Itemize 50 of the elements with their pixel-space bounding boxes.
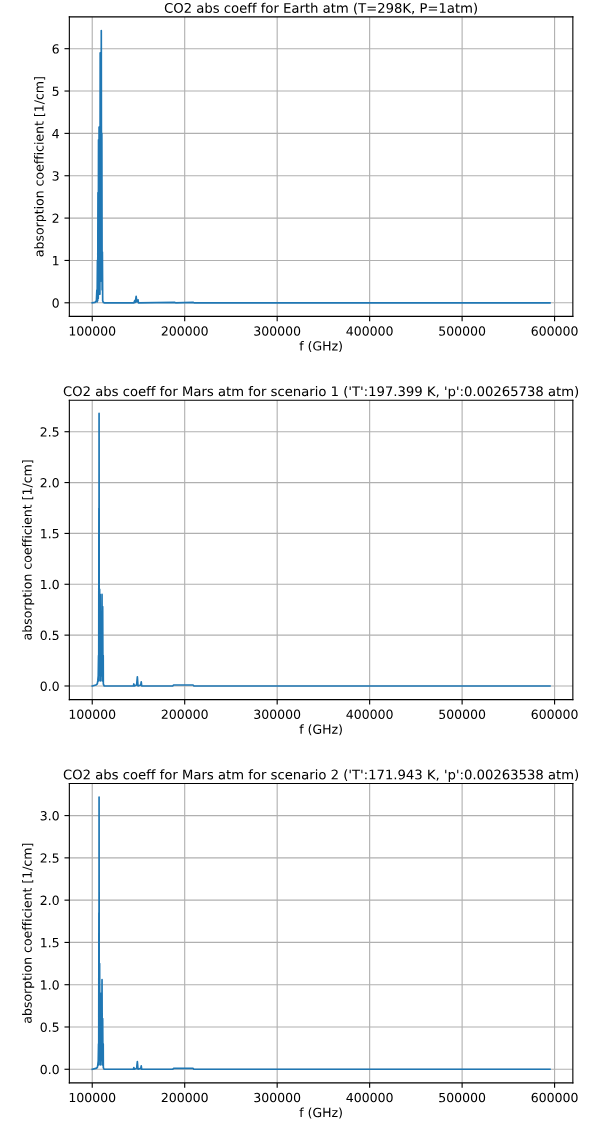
y-tick-label: 1.5 <box>41 938 59 948</box>
x-tick-label: 200000 <box>161 1092 208 1103</box>
chart-title: CO2 abs coeff for Mars atm for scenario 1 ('T':197.399 K, 'p':0.00265738 atm) <box>63 385 579 399</box>
y-tick-label: 2.5 <box>40 853 59 863</box>
x-axis-title: f (GHz) <box>299 340 342 353</box>
x-tick-label: 100000 <box>69 709 116 720</box>
x-tick-label: 600000 <box>531 1092 578 1103</box>
x-tick-label: 500000 <box>439 1092 486 1103</box>
y-tick-label: 2.5 <box>40 427 59 437</box>
x-axis-title: f (GHz) <box>299 1107 342 1119</box>
x-tick-label: 600000 <box>531 326 578 336</box>
x-tick-label: 100000 <box>69 326 116 336</box>
x-tick-label: 500000 <box>439 326 486 336</box>
y-tick-label: 0.5 <box>40 1022 59 1032</box>
x-tick-label: 100000 <box>69 1092 116 1103</box>
x-tick-label: 500000 <box>439 709 486 720</box>
line-series <box>91 412 551 687</box>
y-tick-label: 0.0 <box>40 1064 59 1075</box>
y-axis-title: absorption coefficient [1/cm] <box>22 460 35 640</box>
x-tick-label: 300000 <box>254 709 301 720</box>
x-tick-label: 300000 <box>254 326 301 336</box>
y-tick-label: 2.0 <box>40 478 59 488</box>
y-tick-label: 1.0 <box>41 980 59 990</box>
y-tick-label: 2.0 <box>40 895 59 906</box>
x-axis-title: f (GHz) <box>299 724 342 736</box>
y-tick-label: 6 <box>52 44 59 54</box>
y-tick-label: 3 <box>52 171 59 181</box>
line-series <box>91 29 551 304</box>
y-tick-label: 0 <box>52 298 59 308</box>
y-tick-label: 0.0 <box>40 681 59 691</box>
y-tick-label: 3.0 <box>40 811 59 821</box>
x-tick-label: 600000 <box>531 709 578 720</box>
y-axis-title: absorption coefficient [1/cm] <box>22 843 35 1023</box>
y-tick-label: 5 <box>52 86 59 96</box>
y-tick-label: 1 <box>53 256 59 266</box>
y-tick-label: 4 <box>52 129 59 139</box>
y-tick-label: 1.5 <box>41 529 59 539</box>
y-tick-label: 2 <box>52 213 59 223</box>
y-tick-label: 0.5 <box>40 630 59 641</box>
x-tick-label: 400000 <box>346 1092 393 1103</box>
x-tick-label: 200000 <box>161 326 208 336</box>
chart-title: CO2 abs coeff for Earth atm (T=298K, P=1atm) <box>164 2 477 15</box>
x-tick-label: 400000 <box>346 326 393 336</box>
x-tick-label: 200000 <box>161 709 208 720</box>
x-tick-label: 400000 <box>346 709 393 720</box>
x-tick-label: 300000 <box>254 1092 301 1103</box>
line-series <box>91 796 551 1071</box>
y-axis-title: absorption coefficient [1/cm] <box>34 77 47 257</box>
chart-title: CO2 abs coeff for Mars atm for scenario 2 ('T':171.943 K, 'p':0.00263538 atm) <box>63 769 579 783</box>
y-tick-label: 1.0 <box>41 579 59 590</box>
